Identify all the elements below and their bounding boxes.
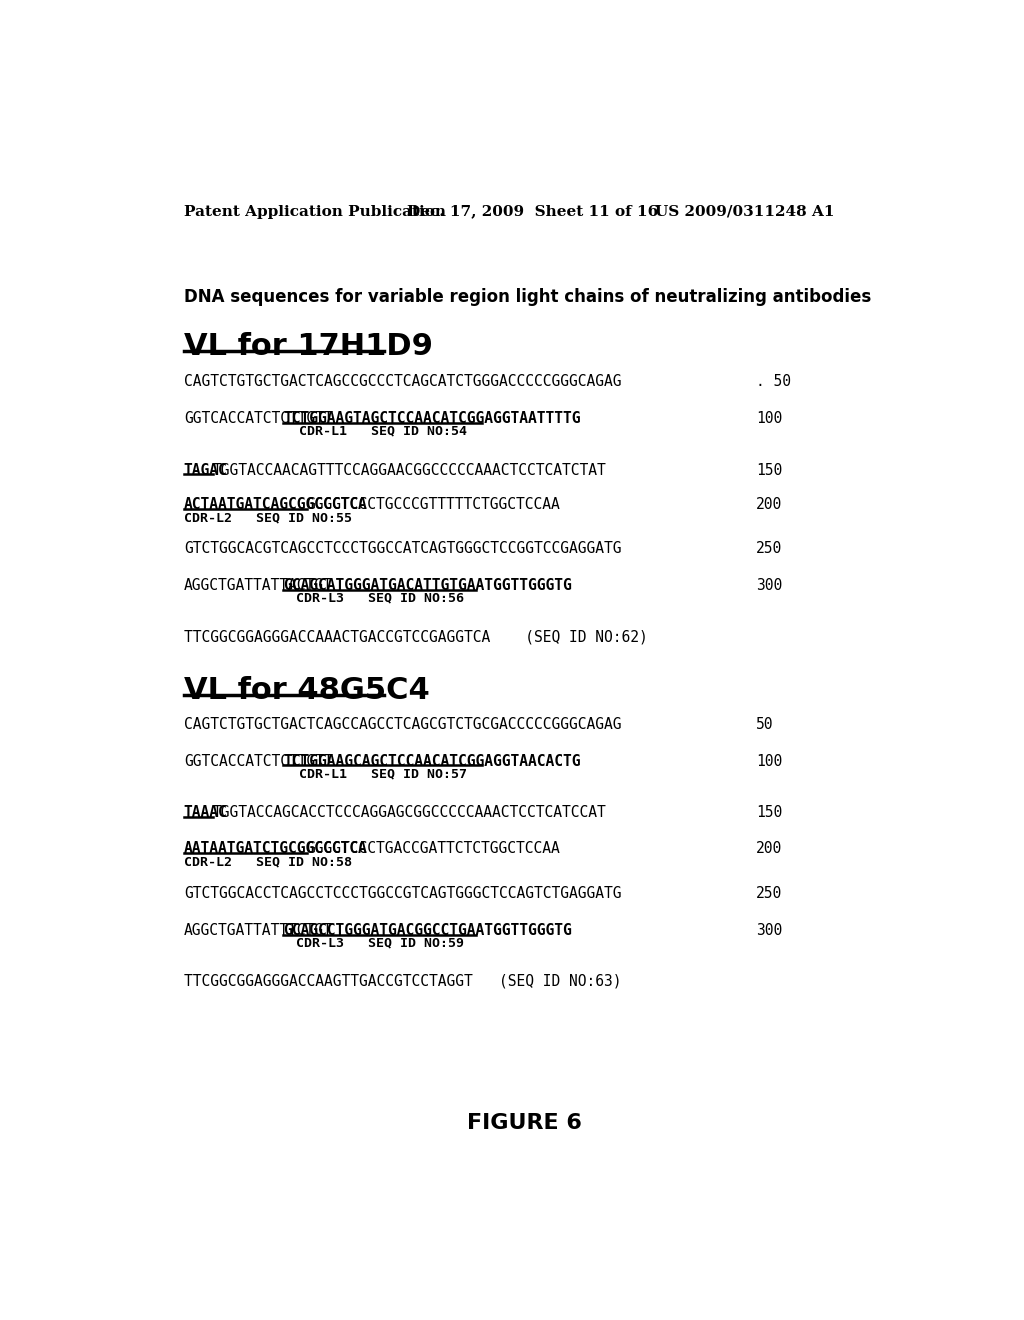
Text: TGGTACCAACAGTTTCCAGGAACGGCCCCCAAACTCCTCATCTAT: TGGTACCAACAGTTTCCAGGAACGGCCCCCAAACTCCTCA… bbox=[213, 462, 607, 478]
Text: CDR-L2   SEQ ID NO:58: CDR-L2 SEQ ID NO:58 bbox=[183, 855, 352, 869]
Text: 300: 300 bbox=[756, 578, 782, 593]
Text: CAGTCTGTGCTGACTCAGCCGCCCTCAGCATCTGGGACCCCCGGGCAGAG: CAGTCTGTGCTGACTCAGCCGCCCTCAGCATCTGGGACCC… bbox=[183, 374, 622, 389]
Text: Patent Application Publication: Patent Application Publication bbox=[183, 205, 445, 219]
Text: GGTCACCATCTCTTGTT: GGTCACCATCTCTTGTT bbox=[183, 411, 333, 426]
Text: VL for 48G5C4: VL for 48G5C4 bbox=[183, 676, 429, 705]
Text: 100: 100 bbox=[756, 411, 782, 426]
Text: ACTAATGATCAGCGGCCCTCA: ACTAATGATCAGCGGCCCTCA bbox=[183, 498, 368, 512]
Text: TCTGGAAGTAGCTCCAACATCGGAGGTAATTTTG: TCTGGAAGTAGCTCCAACATCGGAGGTAATTTTG bbox=[284, 411, 581, 426]
Text: 100: 100 bbox=[756, 754, 782, 768]
Text: GGGGTCCCTGCCCGTTTTTCTGGCTCCAA: GGGGTCCCTGCCCGTTTTTCTGGCTCCAA bbox=[306, 498, 560, 512]
Text: CDR-L3   SEQ ID NO:59: CDR-L3 SEQ ID NO:59 bbox=[296, 937, 464, 950]
Text: 250: 250 bbox=[756, 541, 782, 556]
Text: TAGAC: TAGAC bbox=[183, 462, 227, 478]
Text: GTCTGGCACGTCAGCCTCCCTGGCCATCAGTGGGCTCCGGTCCGAGGATG: GTCTGGCACGTCAGCCTCCCTGGCCATCAGTGGGCTCCGG… bbox=[183, 541, 622, 556]
Text: 50: 50 bbox=[756, 717, 773, 731]
Text: US 2009/0311248 A1: US 2009/0311248 A1 bbox=[655, 205, 835, 219]
Text: GTCTGGCACCTCAGCCTCCCTGGCCGTCAGTGGGCTCCAGTCTGAGGATG: GTCTGGCACCTCAGCCTCCCTGGCCGTCAGTGGGCTCCAG… bbox=[183, 886, 622, 902]
Text: Dec. 17, 2009  Sheet 11 of 16: Dec. 17, 2009 Sheet 11 of 16 bbox=[407, 205, 658, 219]
Text: CAGTCTGTGCTGACTCAGCCAGCCTCAGCGTCTGCGACCCCCGGGCAGAG: CAGTCTGTGCTGACTCAGCCAGCCTCAGCGTCTGCGACCC… bbox=[183, 717, 622, 731]
Text: AGGCTGATTATTACTGT: AGGCTGATTATTACTGT bbox=[183, 578, 333, 593]
Text: GGTCACCATCTCTTGTT: GGTCACCATCTCTTGTT bbox=[183, 754, 333, 768]
Text: 150: 150 bbox=[756, 805, 782, 820]
Text: 250: 250 bbox=[756, 886, 782, 902]
Text: VL for 17H1D9: VL for 17H1D9 bbox=[183, 331, 433, 360]
Text: 200: 200 bbox=[756, 841, 782, 857]
Text: TAAAC: TAAAC bbox=[183, 805, 227, 820]
Text: 150: 150 bbox=[756, 462, 782, 478]
Text: CDR-L2   SEQ ID NO:55: CDR-L2 SEQ ID NO:55 bbox=[183, 511, 352, 524]
Text: . 50: . 50 bbox=[756, 374, 791, 389]
Text: TGGTACCAGCACCTCCCAGGAGCGGCCCCCAAACTCCTCATCCAT: TGGTACCAGCACCTCCCAGGAGCGGCCCCCAAACTCCTCA… bbox=[213, 805, 607, 820]
Text: 300: 300 bbox=[756, 923, 782, 939]
Text: TTCGGCGGAGGGACCAAACTGACCGTCCGAGGTCA    (SEQ ID NO:62): TTCGGCGGAGGGACCAAACTGACCGTCCGAGGTCA (SEQ… bbox=[183, 630, 647, 644]
Text: CDR-L1   SEQ ID NO:54: CDR-L1 SEQ ID NO:54 bbox=[299, 425, 467, 438]
Text: TTCGGCGGAGGGACCAAGTTGACCGTCCTAGGT   (SEQ ID NO:63): TTCGGCGGAGGGACCAAGTTGACCGTCCTAGGT (SEQ I… bbox=[183, 973, 622, 989]
Text: GCAGCATGGGATGACATTGTGAATGGTTGGGTG: GCAGCATGGGATGACATTGTGAATGGTTGGGTG bbox=[284, 578, 572, 593]
Text: AATAATGATCTGCGGCCCTCA: AATAATGATCTGCGGCCCTCA bbox=[183, 841, 368, 857]
Text: 200: 200 bbox=[756, 498, 782, 512]
Text: GGGGTCCCTGACCGATTCTCTGGCTCCAA: GGGGTCCCTGACCGATTCTCTGGCTCCAA bbox=[306, 841, 560, 857]
Text: FIGURE 6: FIGURE 6 bbox=[467, 1113, 583, 1133]
Text: GCAGCCTGGGATGACGGCCTGAATGGTTGGGTG: GCAGCCTGGGATGACGGCCTGAATGGTTGGGTG bbox=[284, 923, 572, 939]
Text: TCTGGAAGCAGCTCCAACATCGGAGGTAACACTG: TCTGGAAGCAGCTCCAACATCGGAGGTAACACTG bbox=[284, 754, 581, 768]
Text: CDR-L1   SEQ ID NO:57: CDR-L1 SEQ ID NO:57 bbox=[299, 767, 467, 780]
Text: DNA sequences for variable region light chains of neutralizing antibodies: DNA sequences for variable region light … bbox=[183, 288, 871, 306]
Text: AGGCTGATTATTTCTGT: AGGCTGATTATTTCTGT bbox=[183, 923, 333, 939]
Text: CDR-L3   SEQ ID NO:56: CDR-L3 SEQ ID NO:56 bbox=[296, 591, 464, 605]
